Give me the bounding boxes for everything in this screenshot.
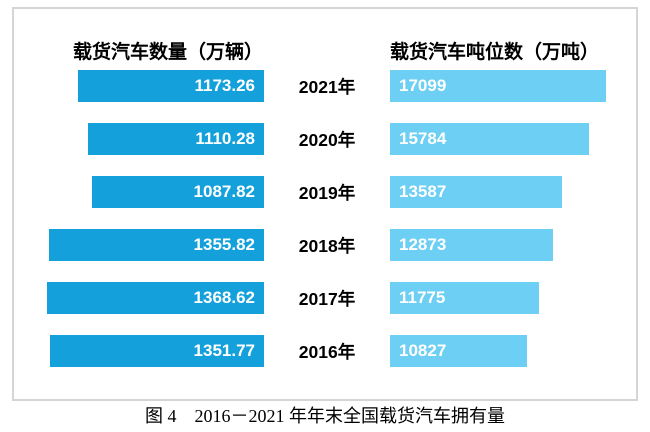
right-bar-value: 17099 xyxy=(399,76,447,95)
chart-row-2018: 1355.82 2018年 12873 xyxy=(14,229,636,261)
left-bar-2020: 1110.28 xyxy=(88,123,264,155)
figure-caption: 图 4 2016－2021 年年末全国载货汽车拥有量 xyxy=(145,406,505,426)
left-bar-2019: 1087.82 xyxy=(91,176,264,208)
left-bar-2018: 1355.82 xyxy=(49,229,264,261)
chart-row-2017: 1368.62 2017年 11775 xyxy=(14,282,636,314)
left-bar-value: 1110.28 xyxy=(195,129,255,148)
left-bar-value: 1368.62 xyxy=(193,288,255,307)
chart-row-2020: 1110.28 2020年 15784 xyxy=(14,123,636,155)
chart-row-2021: 1173.26 2021年 17099 xyxy=(14,70,636,102)
right-bar-value: 11775 xyxy=(399,288,446,307)
right-bar-2019: 13587 xyxy=(390,176,562,208)
year-label-2017: 2017年 xyxy=(298,288,356,309)
right-bar-value: 10827 xyxy=(399,341,447,360)
left-bar-value: 1351.77 xyxy=(193,341,255,360)
left-bar-2016: 1351.77 xyxy=(49,335,264,367)
right-bar-2018: 12873 xyxy=(390,229,553,261)
year-label-2018: 2018年 xyxy=(298,235,356,256)
year-label-2016: 2016年 xyxy=(298,341,356,362)
year-label-2019: 2019年 xyxy=(298,182,356,203)
left-bar-value: 1173.26 xyxy=(194,76,255,95)
left-bar-value: 1355.82 xyxy=(193,235,255,254)
chart-rows: 1173.26 2021年 17099 1110.28 xyxy=(14,70,636,367)
left-bar-value: 1087.82 xyxy=(193,182,255,201)
left-bar-2017: 1368.62 xyxy=(47,282,264,314)
year-label-2021: 2021年 xyxy=(298,76,356,97)
right-header-cell: 载货汽车吨位数（万吨） xyxy=(390,37,636,64)
right-bar-value: 15784 xyxy=(399,129,447,148)
right-bar-2021: 17099 xyxy=(390,70,606,102)
chart-area: 载货汽车数量（万辆） 载货汽车吨位数（万吨） 1173.26 2021年 xyxy=(12,7,638,401)
right-bar-value: 13587 xyxy=(399,182,447,201)
right-bar-2020: 15784 xyxy=(390,123,590,155)
chart-row-2019: 1087.82 2019年 13587 xyxy=(14,176,636,208)
left-header-cell: 载货汽车数量（万辆） xyxy=(14,37,264,64)
left-bar-2021: 1173.26 xyxy=(78,70,264,102)
right-bar-value: 12873 xyxy=(399,235,447,254)
series-header-row: 载货汽车数量（万辆） 载货汽车吨位数（万吨） xyxy=(14,9,636,70)
right-series-title: 载货汽车吨位数（万吨） xyxy=(390,42,600,63)
right-bar-2016: 10827 xyxy=(390,335,527,367)
left-series-title: 载货汽车数量（万辆） xyxy=(72,42,263,63)
right-bar-2017: 11775 xyxy=(390,282,539,314)
chart-row-2016: 1351.77 2016年 10827 xyxy=(14,335,636,367)
year-label-2020: 2020年 xyxy=(298,129,356,150)
